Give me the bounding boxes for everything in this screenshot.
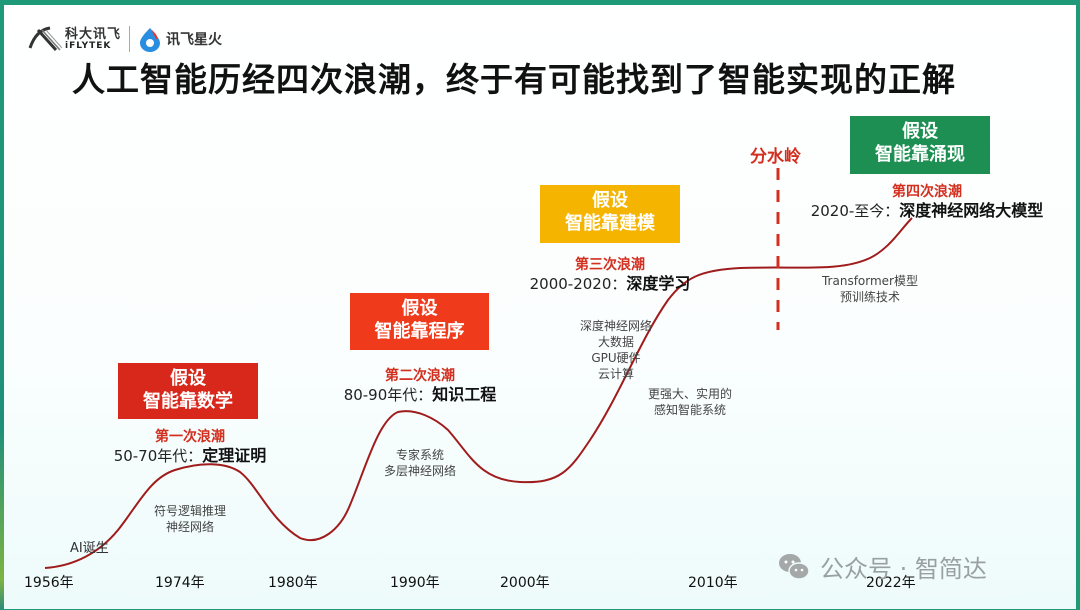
wave-label-2: 第二次浪潮 80-90年代：知识工程 <box>330 367 510 405</box>
wave-3-era: 2000-2020： <box>529 275 627 293</box>
note-line: 深度神经网络 <box>579 319 652 333</box>
note-line: 符号逻辑推理 <box>153 504 226 518</box>
brand-en: iFLYTEK <box>65 40 112 51</box>
wave-1-notes: 符号逻辑推理 神经网络 <box>140 503 240 535</box>
axis-tick-1956: 1956年 <box>24 575 74 591</box>
hypothesis-3-line1: 假设 <box>592 190 628 211</box>
note-line: 神经网络 <box>165 520 214 534</box>
hypothesis-box-2: 假设 智能靠程序 <box>350 293 489 350</box>
hypothesis-2-line2: 智能靠程序 <box>374 321 465 342</box>
note-line: Transformer模型 <box>821 274 918 288</box>
wave-3-notes: 深度神经网络 大数据 GPU硬件 云计算 <box>566 318 666 382</box>
slide <box>4 5 1076 609</box>
axis-tick-2010: 2010年 <box>688 575 738 591</box>
axis-tick-1980: 1980年 <box>268 575 318 591</box>
logo-row: 科大讯飞 iFLYTEK 讯飞星火 <box>26 22 222 56</box>
note-line: GPU硬件 <box>591 351 641 365</box>
note-line: 大数据 <box>597 335 634 349</box>
wave-3-notes-2: 更强大、实用的 感知智能系统 <box>640 386 740 418</box>
hypothesis-box-3: 假设 智能靠建模 <box>540 185 680 243</box>
page-title: 人工智能历经四次浪潮，终于有可能找到了智能实现的正解 <box>72 60 956 99</box>
hypothesis-box-1: 假设 智能靠数学 <box>118 363 258 419</box>
watermark-text: 公众号 · 智简达 <box>820 555 987 583</box>
brand-cn: 科大讯飞 <box>65 26 122 42</box>
hypothesis-1-line1: 假设 <box>170 368 206 389</box>
note-line: 专家系统 <box>395 448 444 462</box>
wave-1-era: 50-70年代： <box>113 447 203 465</box>
hypothesis-2-line1: 假设 <box>401 298 438 319</box>
hypothesis-3-line2: 智能靠建模 <box>565 213 655 234</box>
wave-4-theme: 深度神经网络大模型 <box>899 201 1044 220</box>
wave-1-name: 第一次浪潮 <box>155 429 225 445</box>
note-line: 更强大、实用的 <box>647 387 732 401</box>
wave-label-1: 第一次浪潮 50-70年代：定理证明 <box>100 428 280 466</box>
watershed-label: 分水岭 <box>750 147 801 167</box>
wave-4-notes: Transformer模型 预训练技术 <box>810 273 930 305</box>
wave-4-name: 第四次浪潮 <box>892 184 962 200</box>
logo-divider <box>129 26 131 52</box>
note-line: 感知智能系统 <box>653 403 726 417</box>
iflytek-logo-icon <box>26 24 63 54</box>
wave-1-theme: 定理证明 <box>202 446 267 465</box>
spark-logo-icon <box>138 26 162 52</box>
wave-3-name: 第三次浪潮 <box>575 257 645 273</box>
wave-2-name: 第二次浪潮 <box>385 368 455 384</box>
axis-tick-2022: 2022年 <box>866 575 916 591</box>
hypothesis-box-4: 假设 智能靠涌现 <box>850 116 990 174</box>
ai-birth-label: AI诞生 <box>70 541 109 556</box>
hypothesis-4-line1: 假设 <box>902 121 938 142</box>
product-name: 讯飞星火 <box>166 32 223 48</box>
note-line: 多层神经网络 <box>383 464 456 478</box>
wechat-icon <box>778 552 810 582</box>
wave-label-4: 第四次浪潮 2020-至今：深度神经网络大模型 <box>792 183 1062 221</box>
wave-2-theme: 知识工程 <box>432 385 497 404</box>
wave-4-era: 2020-至今： <box>810 202 900 220</box>
note-line: 预训练技术 <box>839 290 900 304</box>
axis-tick-1974: 1974年 <box>155 575 205 591</box>
note-line: 云计算 <box>597 367 634 381</box>
watermark: 公众号 · 智简达 <box>778 549 987 584</box>
axis-tick-1990: 1990年 <box>390 575 440 591</box>
wave-2-era: 80-90年代： <box>343 386 433 404</box>
axis-tick-2000: 2000年 <box>500 575 550 591</box>
wave-label-3: 第三次浪潮 2000-2020：深度学习 <box>515 256 705 294</box>
hypothesis-1-line2: 智能靠数学 <box>143 391 233 412</box>
wave-2-notes: 专家系统 多层神经网络 <box>365 447 475 479</box>
iflytek-brand: 科大讯飞 iFLYTEK <box>65 28 121 51</box>
wave-3-theme: 深度学习 <box>626 274 691 293</box>
hypothesis-4-line2: 智能靠涌现 <box>875 144 965 165</box>
frame-left-border <box>0 0 4 610</box>
